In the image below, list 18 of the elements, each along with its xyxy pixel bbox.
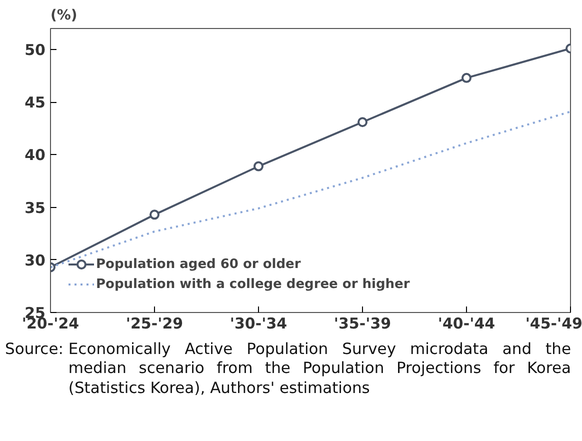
x-tick-label: '30-'34	[230, 314, 288, 332]
y-axis-title: (%)	[50, 8, 78, 24]
source-note: Source: Economically Active Population Survey microdata and the median scenario from the Population Projections for Korea (Statistics Korea), Authors' estimations	[5, 340, 571, 398]
y-tick-label: 45	[24, 94, 46, 112]
x-tick-label: '40-'44	[438, 314, 496, 332]
x-tick-label: '35-'39	[334, 314, 392, 332]
point	[254, 161, 264, 172]
y-tick-label: 35	[24, 198, 46, 217]
point	[150, 210, 160, 220]
point	[462, 72, 472, 83]
y-tick-label: 40	[24, 146, 46, 164]
legend-label: Population with a college degree or higher	[96, 276, 410, 292]
x-tick-label: '25-'29	[126, 314, 184, 332]
y-tick-label: 30	[24, 251, 46, 270]
y-tick-label: 50	[24, 41, 46, 60]
legend-label: Population aged 60 or older	[96, 256, 301, 272]
point	[358, 117, 368, 128]
x-tick-label: '45-'49	[525, 314, 582, 332]
